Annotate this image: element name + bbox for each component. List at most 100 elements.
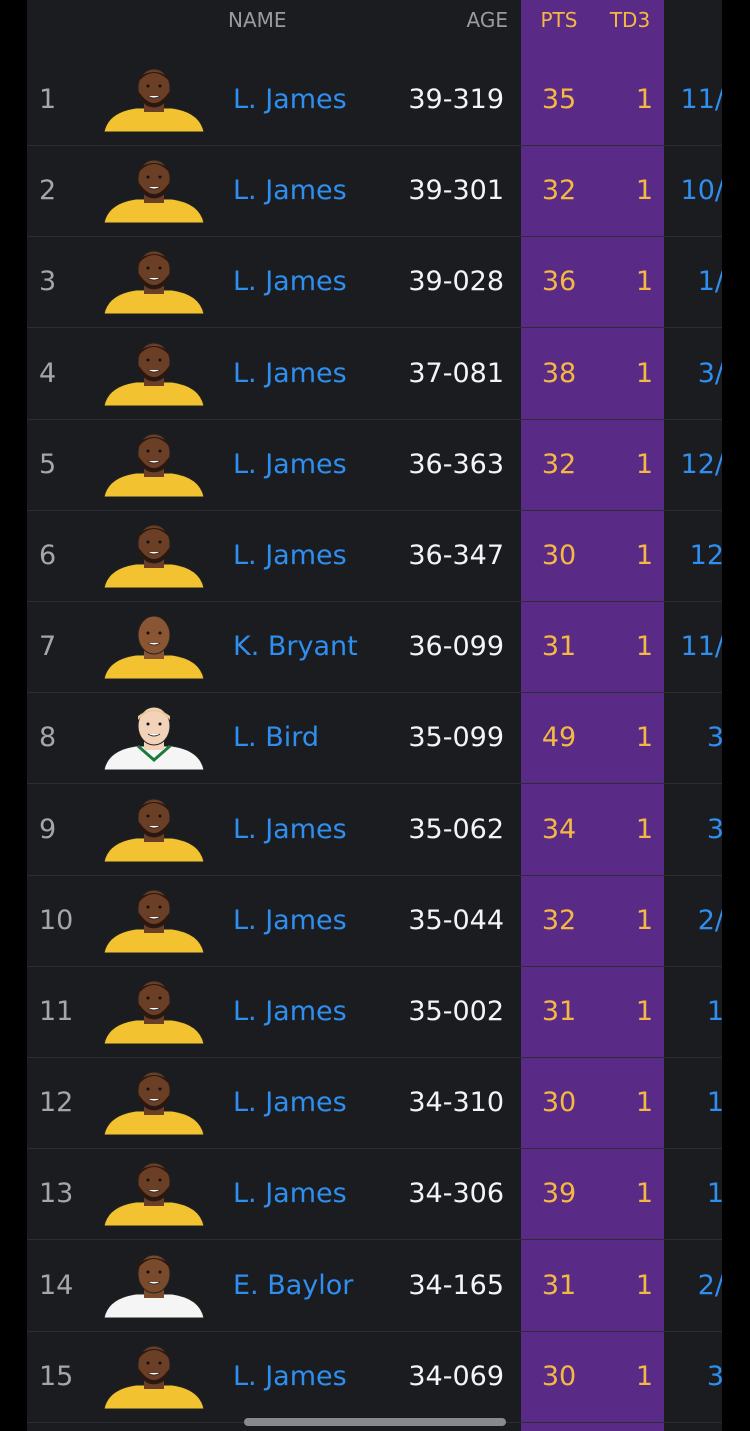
- td3-cell: 1: [635, 813, 653, 845]
- name-cell[interactable]: L. James: [233, 1360, 347, 1392]
- td3-cell: 1: [635, 448, 653, 480]
- td3-cell: 1: [635, 996, 653, 1027]
- age-cell: 37-081: [408, 357, 504, 389]
- date-cell: 1: [706, 996, 722, 1027]
- age-cell: 34-310: [408, 1087, 504, 1119]
- age-cell: 36-363: [408, 448, 504, 480]
- pts-cell: 30: [541, 540, 577, 571]
- name-cell[interactable]: L. James: [233, 904, 347, 936]
- name-cell[interactable]: L. James: [233, 1087, 347, 1119]
- pts-cell: 30: [541, 1087, 577, 1119]
- rank-cell: 1: [39, 84, 57, 115]
- player-row[interactable]: 5 L. James 36-363 32 1 12/: [27, 419, 722, 511]
- rank-cell: 9: [39, 813, 57, 845]
- column-header[interactable]: NAME: [228, 8, 287, 32]
- pts-cell: 31: [541, 996, 577, 1027]
- rank-cell: 13: [39, 1178, 74, 1210]
- sorted-column-highlight: [521, 0, 664, 1431]
- rank-cell: 5: [39, 448, 57, 480]
- column-header[interactable]: PTS: [540, 8, 578, 32]
- rank-cell: 11: [39, 996, 74, 1027]
- name-cell[interactable]: L. James: [233, 175, 347, 207]
- date-cell: 2/: [697, 904, 722, 936]
- column-header[interactable]: TD3: [609, 8, 651, 32]
- player-row[interactable]: 2 L. James 39-301 32 1 10/: [27, 145, 722, 238]
- player-avatar: [103, 1254, 205, 1318]
- player-avatar: [103, 159, 205, 224]
- rank-cell: 15: [39, 1360, 74, 1392]
- player-avatar: [103, 1071, 205, 1136]
- player-row[interactable]: 6 L. James 36-347 30 1 12: [27, 510, 722, 602]
- leaderboard-table: NAME AGE PTS TD3 1 L. James 39-319 35 1 11/ 2…: [27, 0, 722, 1431]
- age-cell: 35-062: [408, 813, 504, 845]
- date-cell: 3: [706, 722, 722, 754]
- name-cell[interactable]: L. James: [233, 266, 347, 298]
- player-row[interactable]: 14 E. Baylor 34-165 31 1 2/: [27, 1240, 722, 1332]
- player-avatar: [103, 342, 205, 406]
- name-cell[interactable]: E. Baylor: [233, 1269, 354, 1301]
- name-cell[interactable]: K. Bryant: [233, 631, 358, 663]
- player-avatar: [103, 1345, 205, 1409]
- pts-cell: 32: [541, 448, 577, 480]
- name-cell[interactable]: L. James: [233, 448, 347, 480]
- td3-cell: 1: [635, 631, 653, 663]
- player-row[interactable]: 3 L. James 39-028 36 1 1/: [27, 236, 722, 329]
- rank-cell: 8: [39, 722, 57, 754]
- player-row[interactable]: 9 L. James 35-062 34 1 3: [27, 784, 722, 876]
- td3-cell: 1: [635, 1269, 653, 1301]
- date-cell: 3/: [697, 357, 722, 389]
- player-row[interactable]: 13 L. James 34-306 39 1 1: [27, 1148, 722, 1241]
- pts-cell: 35: [541, 84, 577, 115]
- date-cell: 11/: [680, 631, 722, 663]
- pts-cell: 49: [541, 722, 577, 754]
- player-row[interactable]: 4 L. James 37-081 38 1 3/: [27, 328, 722, 420]
- pts-cell: 32: [541, 904, 577, 936]
- rank-cell: 7: [39, 631, 57, 663]
- rank-cell: 2: [39, 175, 57, 207]
- date-cell: 12: [689, 540, 722, 571]
- player-avatar: [103, 615, 205, 680]
- name-cell[interactable]: L. James: [233, 813, 347, 845]
- player-avatar: [103, 706, 205, 771]
- age-cell: 34-069: [408, 1360, 504, 1392]
- td3-cell: 1: [635, 1360, 653, 1392]
- date-cell: 1: [706, 1178, 722, 1210]
- player-avatar: [103, 980, 205, 1044]
- player-avatar: [103, 889, 205, 953]
- td3-cell: 1: [635, 1087, 653, 1119]
- home-indicator[interactable]: [244, 1418, 506, 1426]
- rank-cell: 6: [39, 540, 57, 571]
- name-cell[interactable]: L. James: [233, 357, 347, 389]
- player-row[interactable]: 8 L. Bird 35-099 49 1 3: [27, 692, 722, 785]
- td3-cell: 1: [635, 84, 653, 115]
- name-cell[interactable]: L. James: [233, 540, 347, 571]
- date-cell: 10/: [680, 175, 722, 207]
- pts-cell: 36: [541, 266, 577, 298]
- pts-cell: 31: [541, 631, 577, 663]
- player-row[interactable]: 10 L. James 35-044 32 1 2/: [27, 875, 722, 967]
- column-header[interactable]: AGE: [466, 8, 508, 32]
- name-cell[interactable]: L. James: [233, 84, 347, 115]
- age-cell: 39-301: [408, 175, 504, 207]
- player-row[interactable]: 15 L. James 34-069 30 1 3: [27, 1331, 722, 1423]
- td3-cell: 1: [635, 904, 653, 936]
- player-row[interactable]: 1 L. James 39-319 35 1 11/: [27, 54, 722, 146]
- td3-cell: 1: [635, 266, 653, 298]
- date-cell: 11/: [680, 84, 722, 115]
- pts-cell: 39: [541, 1178, 577, 1210]
- name-cell[interactable]: L. James: [233, 1178, 347, 1210]
- age-cell: 36-099: [408, 631, 504, 663]
- pts-cell: 31: [541, 1269, 577, 1301]
- player-avatar: [103, 524, 205, 588]
- date-cell: 3: [706, 1360, 722, 1392]
- player-row[interactable]: 7 K. Bryant 36-099 31 1 11/: [27, 601, 722, 694]
- player-row[interactable]: 12 L. James 34-310 30 1 1: [27, 1057, 722, 1150]
- td3-cell: 1: [635, 1178, 653, 1210]
- age-cell: 35-002: [408, 996, 504, 1027]
- name-cell[interactable]: L. James: [233, 996, 347, 1027]
- td3-cell: 1: [635, 175, 653, 207]
- td3-cell: 1: [635, 722, 653, 754]
- player-row[interactable]: 11 L. James 35-002 31 1 1: [27, 966, 722, 1058]
- age-cell: 39-028: [408, 266, 504, 298]
- name-cell[interactable]: L. Bird: [233, 722, 319, 754]
